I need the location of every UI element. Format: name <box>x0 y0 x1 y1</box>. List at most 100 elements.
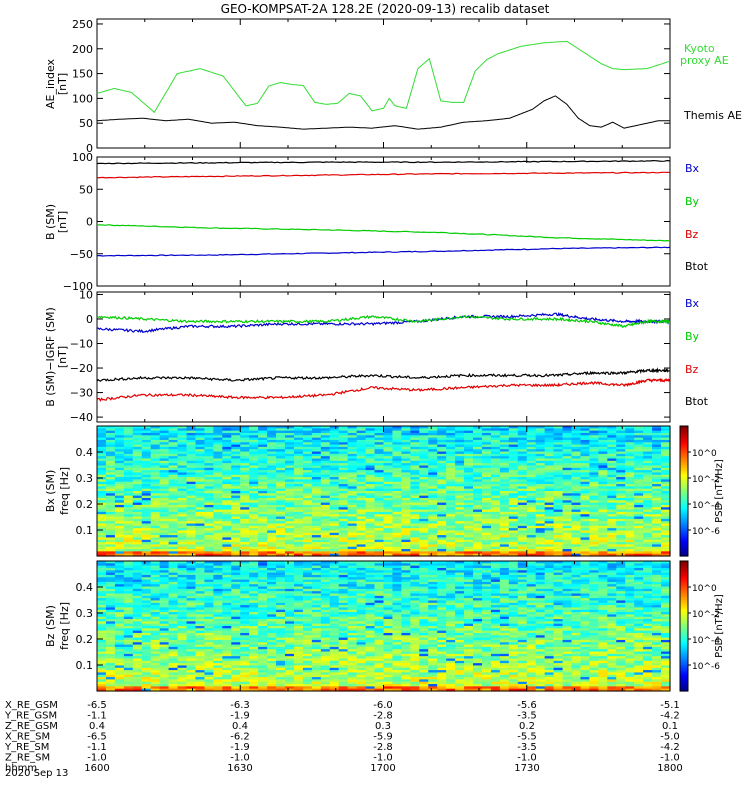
spectrogram-cell <box>222 504 232 508</box>
spectrogram-cell <box>338 518 349 522</box>
spectrogram-cell <box>490 535 501 539</box>
spectrogram-cell <box>123 651 134 655</box>
spectrogram-cell <box>123 449 134 453</box>
spectrogram-cell <box>338 481 349 485</box>
spectrogram-cell <box>446 472 456 476</box>
spectrogram-cell <box>150 616 161 620</box>
spectrogram-cell <box>240 621 250 625</box>
spectrogram-cell <box>401 449 411 453</box>
spectrogram-cell <box>419 430 429 434</box>
spectrogram-cell <box>544 546 555 550</box>
spectrogram-cell <box>365 449 376 453</box>
spectrogram-cell <box>580 463 591 467</box>
spectrogram-cell <box>276 588 286 592</box>
spectrogram-cell <box>168 486 179 490</box>
spectrogram-cell <box>276 502 286 506</box>
spectrogram-cell <box>535 439 546 443</box>
spectrogram-cell <box>383 477 394 480</box>
spectrogram-cell <box>410 491 420 494</box>
spectrogram-cell <box>311 598 322 602</box>
spectrogram-cell <box>616 509 626 513</box>
spectrogram-cell <box>338 530 349 534</box>
spectrogram-cell <box>195 535 206 539</box>
spectrogram-cell <box>437 444 447 448</box>
spectrogram-cell <box>132 598 143 602</box>
spectrogram-cell <box>634 500 644 504</box>
spectrogram-cell <box>114 639 125 643</box>
figure-title: GEO-KOMPSAT-2A 128.2E (2020-09-13) recal… <box>221 2 550 16</box>
spectrogram-cell <box>231 653 241 657</box>
spectrogram-cell <box>311 605 322 609</box>
spectrogram-cell <box>562 484 573 487</box>
spectrogram-cell <box>419 463 429 467</box>
spectrogram-cell <box>311 630 322 634</box>
spectrogram-cell <box>195 649 206 653</box>
spectrogram-cell <box>347 493 358 497</box>
spectrogram-cell <box>437 439 447 443</box>
spectrogram-cell <box>356 514 367 518</box>
spectrogram-cell <box>249 518 259 522</box>
spectrogram-cell <box>168 572 179 576</box>
spectrogram-cell <box>213 621 223 625</box>
spectrogram-cell <box>661 491 671 494</box>
spectrogram-cell <box>580 479 591 483</box>
spectrogram-cell <box>105 600 116 604</box>
spectrogram-cell <box>293 463 304 467</box>
spectrogram-cell <box>105 544 116 548</box>
spectrogram-cell <box>132 477 143 480</box>
spectrogram-cell <box>267 432 277 436</box>
spectrogram-cell <box>643 516 653 520</box>
spectrogram-cell <box>589 442 599 446</box>
spectrogram-cell <box>392 518 402 522</box>
spectrogram-cell <box>267 474 277 478</box>
spectrogram-cell <box>267 481 277 485</box>
spectrogram-cell <box>285 584 295 588</box>
spectrogram-cell <box>302 644 313 648</box>
spectrogram-cell <box>311 621 322 625</box>
spectrogram-cell <box>186 658 197 662</box>
spectrogram-cell <box>132 579 143 583</box>
spectrogram-cell <box>293 637 304 641</box>
spectrogram-cell <box>481 428 492 432</box>
spectrogram-cell <box>105 642 116 646</box>
spectrogram-cell <box>276 630 286 634</box>
spectrogram-cell <box>186 549 197 552</box>
spectrogram-cell <box>213 572 223 576</box>
spectrogram-cell <box>598 472 608 476</box>
spectrogram-cell <box>159 491 170 494</box>
spectrogram-cell <box>562 435 573 439</box>
spectrogram-cell <box>598 426 608 429</box>
spectrogram-cell <box>123 591 134 595</box>
spectrogram-cell <box>141 495 152 499</box>
spectrogram-cell <box>222 426 232 429</box>
spectrogram-cell <box>616 551 626 555</box>
spectrogram-cell <box>213 544 223 548</box>
spectrogram-cell <box>276 619 286 622</box>
spectrogram-cell <box>105 649 116 653</box>
spectrogram-cell <box>571 453 582 457</box>
spectrogram-cell <box>302 544 313 548</box>
spectrogram-cell <box>132 591 143 595</box>
spectrogram-cell <box>293 542 304 545</box>
spectrogram-cell <box>177 642 188 646</box>
spectrogram-cell <box>150 486 161 490</box>
spectrogram-cell <box>365 530 376 534</box>
spectrogram-cell <box>428 472 438 476</box>
spectrogram-cell <box>204 497 214 501</box>
spectrogram-cell <box>222 458 232 462</box>
spectrogram-cell <box>168 516 179 520</box>
spectrogram-cell <box>517 474 528 478</box>
spectrogram-cell <box>195 532 206 536</box>
spectrogram-cell <box>159 507 170 511</box>
spectrogram-cell <box>535 539 546 543</box>
spectrogram-cell <box>114 572 125 576</box>
spectrogram-cell <box>276 653 286 657</box>
spectrogram-cell <box>249 451 259 455</box>
spectrogram-cell <box>258 684 268 687</box>
spectrogram-cell <box>240 686 250 690</box>
spectrogram-cell <box>150 481 161 485</box>
spectrogram-cell <box>383 532 394 536</box>
spectrogram-cell <box>141 467 152 471</box>
spectrogram-cell <box>276 612 286 615</box>
spectrogram-cell <box>285 607 295 611</box>
